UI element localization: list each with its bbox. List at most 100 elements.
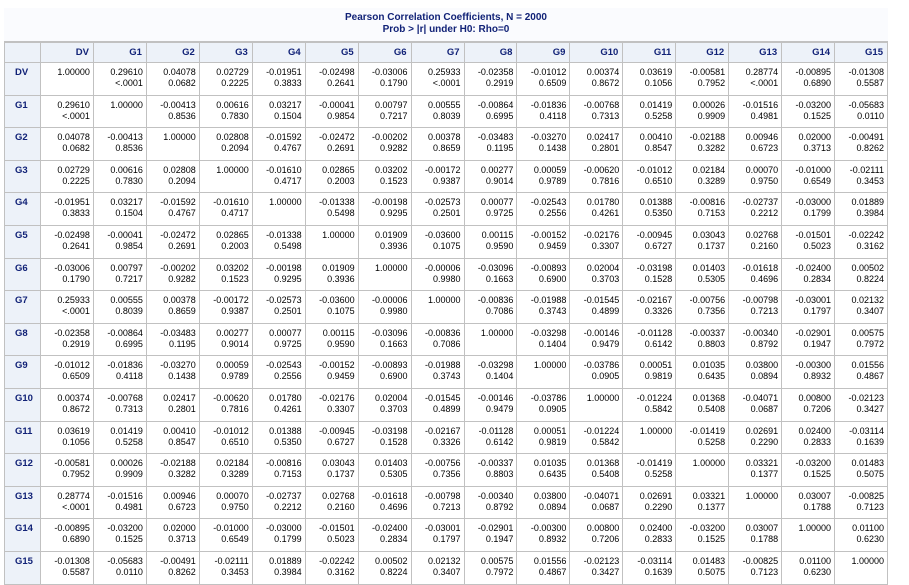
coefficient-value: -0.02901 (795, 327, 832, 338)
p-value: 0.2833 (803, 436, 832, 447)
correlation-cell: -0.02543 0.2556 (516, 192, 571, 226)
p-value: 0.2290 (750, 436, 779, 447)
coefficient-value: -0.00172 (424, 164, 461, 175)
coefficient-value: -0.02123 (583, 555, 620, 566)
p-value: 0.5023 (803, 240, 832, 251)
correlation-cell: 0.02417 0.2801 (569, 127, 624, 161)
column-header-g1: G1 (92, 42, 147, 63)
row-header-g1: G1 (4, 94, 41, 129)
coefficient-value: -0.01308 (848, 67, 884, 77)
p-value: 0.7123 (856, 501, 884, 512)
coefficient-value: 1.00000 (851, 555, 884, 566)
p-value: 0.1525 (803, 469, 832, 480)
p-value: 0.1438 (168, 371, 196, 382)
p-value: 0.2290 (644, 501, 673, 512)
coefficient-value: 0.02000 (798, 132, 832, 143)
correlation-cell: -0.01951 0.3833 (40, 192, 94, 226)
p-value: 0.3427 (856, 403, 884, 414)
correlation-cell: -0.00202 0.9282 (145, 257, 200, 292)
p-value: 0.9295 (380, 208, 408, 219)
correlation-cell: -0.00893 0.6900 (516, 257, 571, 292)
correlation-cell: -0.00337 0.8803 (463, 453, 518, 487)
coefficient-value: -0.05683 (848, 99, 884, 110)
p-value: 0.9590 (327, 338, 355, 349)
correlation-cell: -0.03096 0.1663 (357, 322, 412, 357)
coefficient-value: -0.00491 (160, 555, 196, 566)
p-value: 0.2641 (327, 78, 355, 88)
coefficient-value: 0.00277 (480, 164, 514, 175)
coefficient-value: -0.02400 (372, 523, 408, 534)
correlation-cell: -0.02176 0.3307 (304, 387, 359, 422)
coefficient-value: -0.03298 (477, 360, 514, 371)
coefficient-value: -0.00825 (848, 490, 884, 501)
coefficient-value: -0.00337 (477, 458, 514, 469)
correlation-cell: -0.00413 0.8536 (92, 127, 147, 161)
column-header-g4: G4 (251, 42, 306, 63)
coefficient-value: 0.01483 (692, 555, 726, 566)
correlation-cell: 0.00616 0.7830 (198, 94, 253, 129)
correlation-cell: 0.00026 0.9909 (92, 453, 147, 487)
correlation-cell: -0.02188 0.3282 (145, 453, 200, 487)
coefficient-value: -0.03483 (477, 132, 514, 143)
p-value: 0.4118 (539, 110, 567, 121)
p-value: 0.8039 (432, 110, 461, 121)
coefficient-value: -0.02573 (266, 295, 302, 306)
p-value: 0.9909 (115, 469, 143, 480)
p-value: 0.2833 (644, 534, 673, 545)
p-value: 0.0905 (591, 371, 620, 382)
coefficient-value: 0.03202 (216, 262, 249, 273)
coefficient-value: -0.01592 (160, 197, 196, 208)
p-value: 0.1404 (538, 338, 567, 349)
p-value: 0.5842 (644, 403, 673, 414)
coefficient-value: -0.01610 (213, 197, 249, 208)
table-row: G14 -0.00895 0.6890 -0.03200 0.1525 0.02000 0.… (4, 518, 888, 552)
correlation-cell: 0.00555 0.8039 (410, 94, 465, 129)
coefficient-value: 0.00070 (745, 164, 779, 175)
p-value: 0.6435 (538, 469, 567, 480)
correlation-cell: 0.01388 0.5350 (251, 420, 306, 455)
p-value: 0.6900 (380, 371, 408, 382)
correlation-cell: -0.01012 0.6510 (198, 420, 253, 455)
p-value: 0.0905 (538, 403, 567, 414)
coefficient-value: -0.03000 (266, 523, 302, 534)
p-value: 0.5258 (697, 436, 726, 447)
correlation-cell: 0.01100 0.6230 (834, 518, 888, 552)
p-value: 0.5587 (856, 78, 884, 88)
coefficient-value: 0.03217 (110, 197, 143, 208)
row-header-g13: G13 (4, 485, 41, 520)
coefficient-value: -0.00620 (583, 164, 620, 175)
p-value: 0.3453 (856, 175, 884, 186)
correlation-cell: -0.02400 0.2834 (781, 257, 836, 292)
p-value: 0.1947 (485, 534, 514, 545)
correlation-cell: -0.00300 0.8932 (516, 518, 571, 552)
p-value: 0.2212 (274, 501, 302, 512)
coefficient-value: 1.00000 (692, 458, 726, 469)
correlation-cell: 0.02000 0.3713 (781, 127, 836, 161)
correlation-cell: 1.00000 (728, 485, 783, 520)
p-value: 0.6142 (485, 436, 514, 447)
correlation-cell: -0.00198 0.9295 (251, 257, 306, 292)
coefficient-value: 0.02729 (216, 67, 249, 77)
correlation-cell: 0.01100 0.6230 (781, 550, 836, 585)
correlation-cell: 0.02132 0.3407 (410, 550, 465, 585)
coefficient-value: 0.01388 (269, 425, 302, 436)
correlation-cell: 0.01556 0.4867 (516, 550, 571, 585)
correlation-cell: -0.02111 0.3453 (198, 550, 253, 585)
correlation-cell: 0.00374 0.8672 (569, 62, 624, 96)
correlation-cell: -0.01618 0.4696 (357, 485, 412, 520)
coefficient-value: 1.00000 (57, 67, 90, 77)
p-value: 0.7206 (591, 534, 620, 545)
p-value: 0.4261 (274, 403, 302, 414)
coefficient-value: -0.03786 (583, 360, 620, 371)
table-row: G4 -0.01951 0.3833 0.03217 0.1504 -0.01592 0.4… (4, 192, 888, 226)
correlation-cell: -0.00340 0.8792 (463, 485, 518, 520)
coefficient-value: -0.00864 (107, 327, 143, 338)
p-value: 0.8792 (485, 501, 514, 512)
correlation-cell: -0.01000 0.6549 (198, 518, 253, 552)
coefficient-value: 1.00000 (586, 392, 620, 403)
correlation-cell: 0.03619 0.1056 (40, 420, 94, 455)
correlation-cell: -0.03600 0.1075 (304, 290, 359, 324)
p-value: 0.7830 (221, 110, 249, 121)
correlation-cell: -0.01224 0.5842 (569, 420, 624, 455)
correlation-cell: -0.03200 0.1525 (675, 518, 730, 552)
